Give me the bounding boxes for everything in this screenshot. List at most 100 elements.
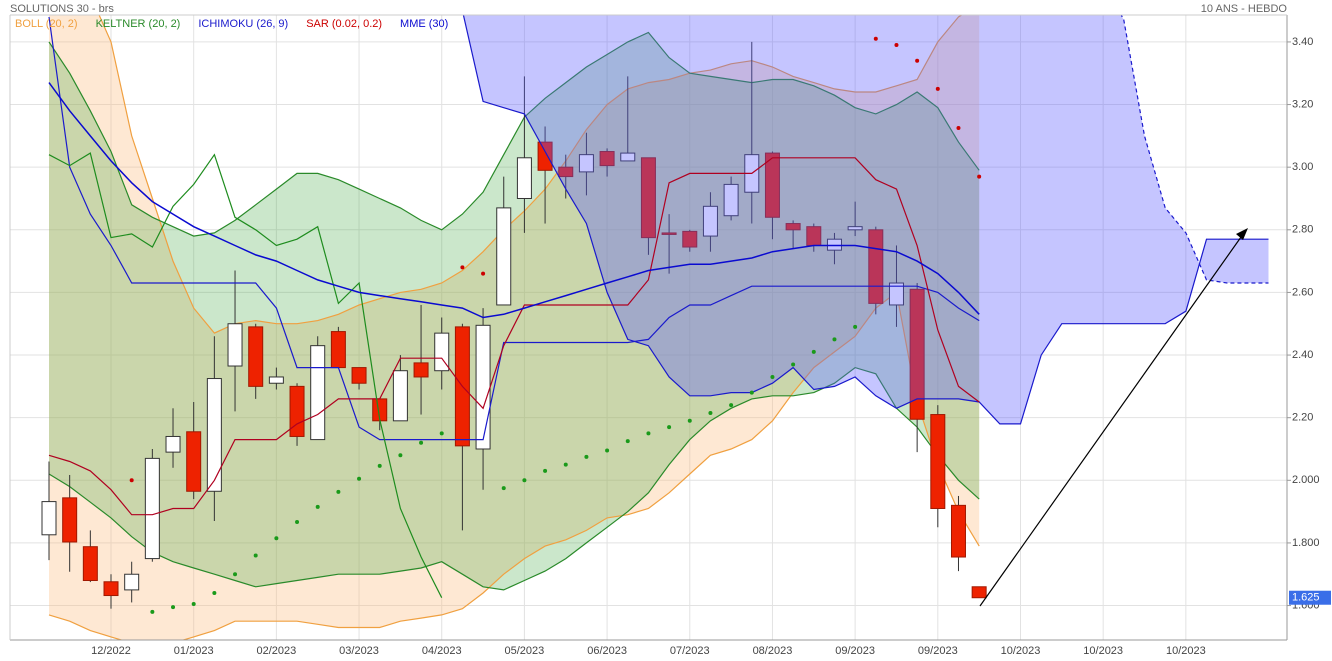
sar-dot (977, 174, 982, 179)
sar-dot (295, 519, 300, 524)
x-tick-label: 08/2023 (753, 645, 793, 657)
keltner-line (48, 31, 980, 237)
x-tick-label: 04/2023 (422, 645, 462, 657)
candle-body (165, 435, 181, 453)
sar-dot (129, 478, 134, 483)
candle-body (764, 152, 780, 218)
candle-body (496, 207, 512, 306)
boll-line (98, 15, 963, 334)
trend-arrow (979, 229, 1247, 607)
ichimoku-kijun (48, 16, 980, 441)
last-price-box (1289, 590, 1331, 605)
sar-dot (253, 553, 258, 558)
sar-dot (811, 349, 816, 354)
y-tick-label: 2.80 (1292, 224, 1313, 236)
y-tick-label: 2.40 (1292, 349, 1313, 361)
candle-body (413, 362, 429, 378)
sar-dot (171, 605, 176, 610)
y-tick-label: 2.60 (1292, 286, 1313, 298)
candle-body (62, 497, 78, 543)
sar-dot (543, 468, 548, 473)
candle-body (206, 378, 222, 492)
candle-body (640, 157, 656, 239)
sar-dot (439, 431, 444, 436)
sar-dot (315, 504, 320, 509)
candle-body (682, 230, 698, 248)
sar-dot (274, 536, 279, 541)
candle-body (930, 414, 946, 509)
sar-dot (563, 462, 568, 467)
x-tick-label: 02/2023 (256, 645, 296, 657)
period-label: 10 ANS - HEBDO (1201, 3, 1288, 15)
x-tick-label: 06/2023 (587, 645, 627, 657)
x-tick-label: 05/2023 (505, 645, 545, 657)
sar-dot (584, 454, 589, 459)
sar-dot (708, 410, 713, 415)
y-tick-label: 3.20 (1292, 98, 1313, 110)
sar-dot (791, 362, 796, 367)
candle-body (186, 431, 202, 492)
last-price-label: 1.625 (1292, 592, 1320, 604)
candle-body (599, 151, 615, 167)
sar-dot (460, 265, 465, 270)
candle-body (785, 223, 801, 231)
candle-body (330, 331, 346, 369)
sar-dot (667, 425, 672, 430)
sar-dot (646, 431, 651, 436)
candle-body (826, 238, 842, 251)
ichimoku-span-a (462, 15, 1269, 425)
sar-dot (935, 86, 940, 91)
y-tick-label: 1.800 (1292, 537, 1320, 549)
candle-body (351, 367, 367, 384)
x-tick-label: 03/2023 (339, 645, 379, 657)
candle-body (144, 457, 160, 560)
sar-dot (357, 476, 362, 481)
sar-dot (419, 440, 424, 445)
candle-body (124, 573, 140, 591)
candle-body (702, 205, 718, 237)
candle-body (248, 326, 264, 387)
legend-entry: KELTNER (20, 2) (96, 18, 181, 30)
sar-dot (853, 324, 858, 329)
x-tick-label: 10/2023 (1001, 645, 1041, 657)
x-tick-label: 01/2023 (174, 645, 214, 657)
x-tick-label: 07/2023 (670, 645, 710, 657)
sar-dot (522, 478, 527, 483)
candle-body (516, 157, 532, 199)
legend-entry: BOLL (20, 2) (15, 18, 78, 30)
legend-entry: ICHIMOKU (26, 9) (198, 18, 288, 30)
y-tick-label: 3.00 (1292, 161, 1313, 173)
mme-line (48, 82, 980, 319)
candle-body (103, 581, 119, 597)
candle-body (82, 546, 98, 582)
candle-body (578, 154, 594, 173)
sar-dot (481, 271, 486, 276)
legend-entry: SAR (0.02, 0.2) (306, 18, 382, 30)
sar-dot (956, 126, 961, 131)
y-tick-label: 2.20 (1292, 412, 1313, 424)
legend: BOLL (20, 2) KELTNER (20, 2) ICHIMOKU (26,… (15, 18, 448, 30)
x-tick-label: 09/2023 (835, 645, 875, 657)
candle-body (475, 324, 491, 450)
candle-body (661, 232, 677, 235)
ichimoku-span-b (1120, 15, 1269, 284)
plot-area (41, 15, 1269, 640)
sar-dot (191, 601, 196, 606)
candle-body (41, 501, 57, 536)
legend-entry: MME (30) (400, 18, 448, 30)
sar-dot (233, 572, 238, 577)
candle-body (888, 282, 904, 306)
candle-body (847, 226, 863, 231)
sar-dot (150, 609, 155, 614)
x-tick-label: 09/2023 (918, 645, 958, 657)
sar-dot (770, 374, 775, 379)
candle-body (289, 385, 305, 437)
candle-body (558, 166, 574, 178)
x-tick-label: 10/2023 (1166, 645, 1206, 657)
candle-body (268, 376, 284, 384)
candle-body (723, 183, 739, 217)
candle-body (620, 152, 636, 162)
sar-dot (729, 403, 734, 408)
